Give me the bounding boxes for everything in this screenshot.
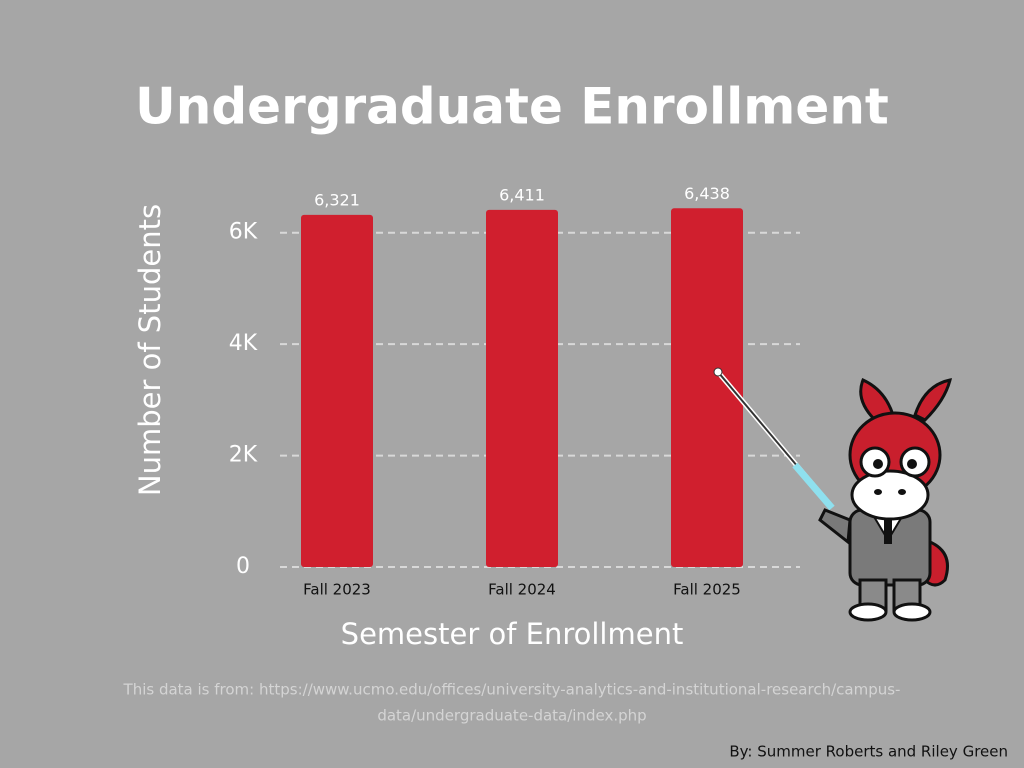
bar — [486, 209, 558, 567]
y-axis-label: Number of Students — [133, 204, 167, 496]
mascot — [713, 367, 953, 622]
chart-title: Undergraduate Enrollment — [135, 78, 889, 136]
x-axis-label: Semester of Enrollment — [341, 617, 684, 651]
y-tick-label: 6K — [229, 220, 258, 245]
y-tick-label: 0 — [236, 554, 250, 579]
value-label: 6,438 — [684, 184, 730, 203]
y-tick-label: 4K — [229, 331, 258, 356]
value-label: 6,411 — [499, 185, 545, 204]
source-note: data/undergraduate-data/index.php — [377, 707, 646, 725]
x-tick-label: Fall 2024 — [488, 581, 556, 599]
x-tick-label: Fall 2025 — [673, 581, 741, 599]
bar — [301, 214, 373, 567]
y-tick-label: 2K — [229, 443, 258, 468]
value-label: 6,321 — [314, 190, 360, 209]
source-note: This data is from: https://www.ucmo.edu/… — [123, 681, 901, 699]
byline: By: Summer Roberts and Riley Green — [729, 743, 1008, 761]
bar — [671, 208, 743, 567]
x-tick-label: Fall 2023 — [303, 581, 371, 599]
